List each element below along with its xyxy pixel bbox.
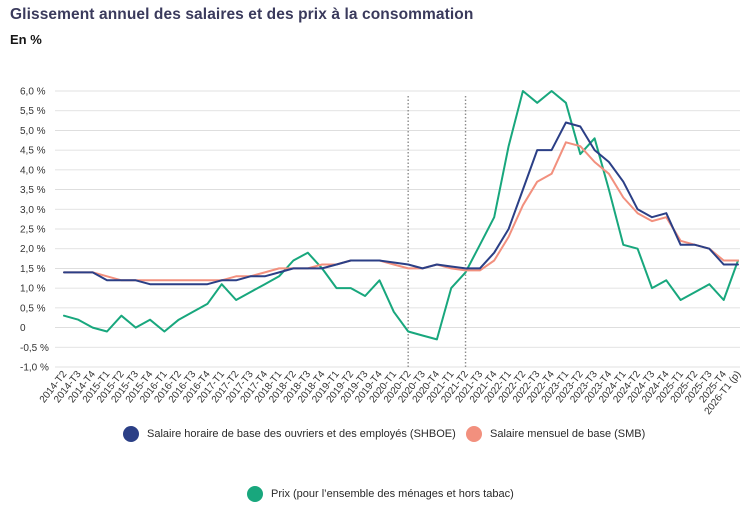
line-chart: -1,0 % -0,5 % 0 0,5 % 1,0 % 1,5 % 2,0 % 2,5 % 3,… xyxy=(20,87,743,418)
series-line-prix xyxy=(63,90,739,341)
chart-subtitle: En % xyxy=(10,32,42,47)
legend-swatch-prix xyxy=(247,486,263,502)
y-tick-label: -1,0 % xyxy=(20,363,49,374)
legend-swatch-smb xyxy=(466,426,482,442)
y-tick-label: 0,5 % xyxy=(20,303,46,314)
y-tick-label: 5,5 % xyxy=(20,106,46,117)
y-tick-label: 3,0 % xyxy=(20,205,46,216)
chart-title: Glissement annuel des salaires et des pr… xyxy=(10,6,474,23)
y-tick-label: 2,0 % xyxy=(20,244,46,255)
y-tick-label: 5,0 % xyxy=(20,126,46,137)
y-tick-label: 1,0 % xyxy=(20,284,46,295)
y-tick-label: 3,5 % xyxy=(20,185,46,196)
y-tick-label: 4,0 % xyxy=(20,165,46,176)
y-tick-label: 1,5 % xyxy=(20,264,46,275)
y-tick-label: -0,5 % xyxy=(20,343,49,354)
series-line-smb xyxy=(63,141,739,282)
series-line-shboe xyxy=(63,121,739,286)
y-tick-label: 0 xyxy=(20,323,26,334)
legend-item-smb: Salaire mensuel de base (SMB) xyxy=(466,426,645,442)
y-tick-label: 2,5 % xyxy=(20,225,46,236)
y-tick-label: 4,5 % xyxy=(20,146,46,157)
legend-item-shboe: Salaire horaire de base des ouvriers et … xyxy=(123,426,456,442)
legend-label-shboe: Salaire horaire de base des ouvriers et … xyxy=(147,428,456,440)
y-tick-label: 6,0 % xyxy=(20,87,46,98)
legend-label-smb: Salaire mensuel de base (SMB) xyxy=(490,428,646,440)
legend-swatch-shboe xyxy=(123,426,139,442)
legend-label-prix: Prix (pour l’ensemble des ménages et hor… xyxy=(271,488,514,500)
legend-item-prix: Prix (pour l’ensemble des ménages et hor… xyxy=(247,486,514,502)
